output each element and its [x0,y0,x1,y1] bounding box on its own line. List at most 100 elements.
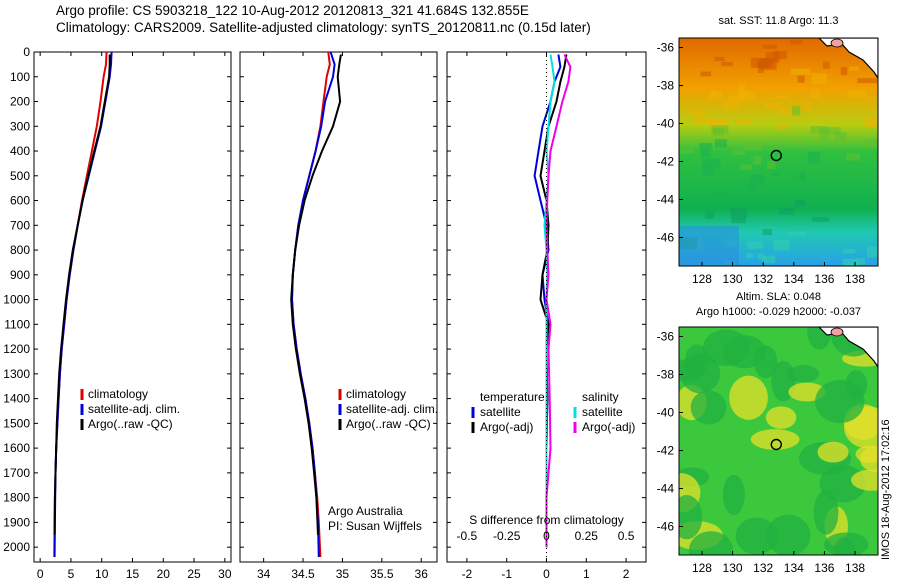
map-x-tick-label: 132 [753,561,773,575]
sst-patch [762,255,776,264]
map-frame [678,326,879,556]
sst-patch [763,44,777,49]
map-y-tick-label: -44 [657,193,675,207]
legend-entry: Argo(-adj) [480,420,533,434]
y-tick-label: 800 [10,243,30,257]
sla-blob [817,441,849,463]
sst-patch [798,172,807,181]
secondary-tick-label: 0.25 [575,529,599,543]
sst-patch [819,127,829,140]
y-tick-label: 1300 [3,367,30,381]
map-x-tick-label: 134 [784,272,804,286]
panel-temperature: 0100200300400500600700800900100011001200… [3,45,232,580]
panel-difference: -2-1012T difference from climatologytemp… [446,51,647,580]
sla-blob [690,390,727,425]
y-tick-label: 1100 [4,317,30,331]
y-tick-label: 100 [10,70,30,84]
sla-blob [722,474,745,516]
legend-entry: satellite [582,405,623,419]
float-position-marker [770,438,782,451]
legend-entry: climatology [346,387,406,401]
sst-patch [727,95,743,103]
sla-blob [765,406,797,429]
series-line [545,54,572,548]
sla-blob [766,514,811,555]
series-line [53,51,108,558]
sst-patch [766,161,776,170]
secondary-tick-label: -0.25 [493,529,521,543]
sst-patch [752,155,762,165]
side-timestamp: IMOS 18-Aug-2012 17:02:16 [880,419,892,560]
sst-patch [679,149,695,154]
sst-patch [711,125,729,135]
sst-patch [849,66,859,71]
sla-blob [788,365,819,383]
legend-entry: satellite-adj. clim. [346,402,438,416]
sst-patch [797,75,805,83]
sst-patch [738,83,746,96]
sst-patch [714,139,727,148]
sst-patch [864,118,878,128]
sst-patch [725,199,734,206]
sst-patch [822,61,830,69]
map-y-tick-label: -42 [657,155,675,169]
sst-cool-patch [679,226,739,266]
map-x-tick-label: 136 [814,272,834,286]
map-field [679,327,878,555]
map-sst: 128 130 132 134 136 138 -36 -38 -40 -42 -44 -46 sat.… [657,15,879,286]
series-line [290,51,331,558]
x-tick-label: 35.5 [370,567,394,580]
sst-patch [761,58,777,70]
y-tick-label: 500 [10,169,30,183]
chart-title-line2: Climatology: CARS2009. Satellite-adjuste… [56,20,591,35]
series-line [290,51,336,558]
map-y-tick-label: -38 [657,368,675,382]
sst-patch [694,118,714,125]
sst-patch [810,89,820,100]
sst-patch [746,253,754,259]
y-tick-label: 1000 [3,293,30,307]
sst-patch [844,263,859,266]
sla-blob [735,517,778,555]
y-tick-label: 1600 [3,441,30,455]
sst-patch [746,241,764,249]
sst-patch [704,211,714,219]
sla-blob [851,469,878,491]
x-tick-label: 0 [37,567,44,580]
sst-patch [843,248,856,254]
sst-patch [764,102,781,110]
map-x-tick-label: 128 [692,272,712,286]
series-line [53,51,113,558]
sla-blob [679,495,703,540]
legend-entry: climatology [88,387,148,401]
legend-header-salinity: salinity [582,390,619,404]
island-marker [830,38,844,48]
map-y-tick-label: -44 [657,482,675,496]
secondary-tick-label: -0.5 [457,529,478,543]
y-tick-label: 1700 [3,466,30,480]
sst-patch [732,150,745,156]
y-tick-label: 200 [10,95,30,109]
x-tick-label: -1 [501,567,512,580]
y-tick-label: 0 [23,45,30,59]
y-tick-label: 1900 [3,515,30,529]
sla-blob [815,379,865,424]
sla-blob [855,445,878,463]
y-tick-label: 1800 [3,491,30,505]
island-marker [830,327,844,337]
map-title-line1: Altim. SLA: 0.048 [736,291,821,303]
series-line [290,54,342,535]
sst-patch [787,231,807,236]
legend-entry: satellite [480,405,521,419]
sst-patch [731,218,746,224]
sst-patch [855,258,866,265]
map-x-tick-label: 132 [753,272,773,286]
x-tick-label: 34.5 [291,567,315,580]
secondary-axis-label: S difference from climatology [469,513,624,527]
sla-blob [680,353,721,394]
legend-header-temperature: temperature [480,390,545,404]
sst-patch [807,151,821,164]
map-sla: 128 130 132 134 136 138 -36 -38 -40 -42 -44 -46 Alti… [657,291,879,575]
float-position-marker [770,149,782,162]
